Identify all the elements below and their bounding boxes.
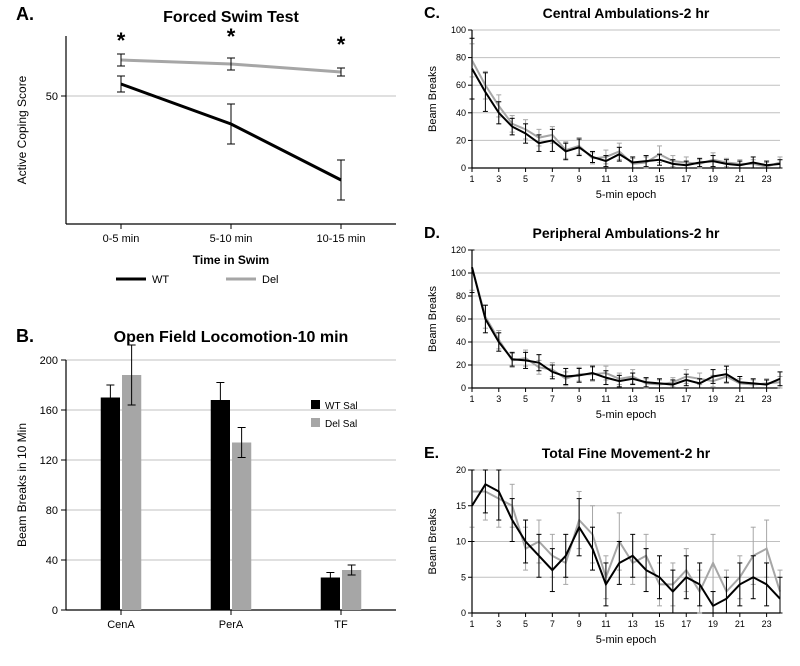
svg-text:13: 13 xyxy=(628,394,638,404)
panel-c-chart: C.Central Ambulations-2 hr02040608010013… xyxy=(420,0,792,210)
svg-text:7: 7 xyxy=(550,619,555,629)
svg-text:Open Field Locomotion-10 min: Open Field Locomotion-10 min xyxy=(114,329,349,346)
svg-text:9: 9 xyxy=(577,394,582,404)
svg-text:Time in Swim: Time in Swim xyxy=(193,253,269,267)
svg-text:PerA: PerA xyxy=(219,619,244,631)
svg-text:E.: E. xyxy=(424,445,439,462)
svg-text:160: 160 xyxy=(40,405,58,417)
svg-text:40: 40 xyxy=(456,108,466,118)
svg-text:13: 13 xyxy=(628,174,638,184)
svg-text:19: 19 xyxy=(708,619,718,629)
svg-text:9: 9 xyxy=(577,619,582,629)
svg-text:1: 1 xyxy=(469,174,474,184)
svg-text:5: 5 xyxy=(523,619,528,629)
svg-text:11: 11 xyxy=(601,394,610,404)
svg-text:23: 23 xyxy=(762,394,772,404)
svg-text:5-min epoch: 5-min epoch xyxy=(596,634,657,646)
svg-text:Beam Breaks: Beam Breaks xyxy=(427,285,439,352)
svg-text:80: 80 xyxy=(46,505,58,517)
svg-text:5-min epoch: 5-min epoch xyxy=(596,189,657,201)
svg-text:11: 11 xyxy=(601,174,610,184)
svg-text:0: 0 xyxy=(461,383,466,393)
svg-text:0-5 min: 0-5 min xyxy=(103,233,140,245)
svg-text:100: 100 xyxy=(451,25,466,35)
svg-text:13: 13 xyxy=(628,619,638,629)
svg-text:Del Sal: Del Sal xyxy=(325,419,357,430)
svg-text:19: 19 xyxy=(708,394,718,404)
svg-text:A.: A. xyxy=(16,4,34,24)
svg-text:120: 120 xyxy=(40,455,58,467)
svg-text:Beam Breaks in 10 Min: Beam Breaks in 10 Min xyxy=(15,423,29,547)
svg-text:11: 11 xyxy=(601,619,610,629)
svg-text:50: 50 xyxy=(46,91,58,103)
svg-text:21: 21 xyxy=(735,174,745,184)
svg-text:3: 3 xyxy=(496,394,501,404)
svg-text:15: 15 xyxy=(654,174,664,184)
svg-text:17: 17 xyxy=(681,394,691,404)
svg-text:WT Sal: WT Sal xyxy=(325,401,358,412)
svg-text:80: 80 xyxy=(456,53,466,63)
svg-text:15: 15 xyxy=(456,501,466,511)
svg-text:*: * xyxy=(117,28,126,53)
svg-text:Del: Del xyxy=(262,274,279,286)
svg-text:9: 9 xyxy=(577,174,582,184)
svg-text:23: 23 xyxy=(762,619,772,629)
svg-text:WT: WT xyxy=(152,274,169,286)
svg-text:3: 3 xyxy=(496,174,501,184)
svg-text:5: 5 xyxy=(461,572,466,582)
svg-text:1: 1 xyxy=(469,394,474,404)
svg-text:1: 1 xyxy=(469,619,474,629)
svg-text:5: 5 xyxy=(523,174,528,184)
svg-text:80: 80 xyxy=(456,291,466,301)
svg-text:20: 20 xyxy=(456,465,466,475)
svg-text:Active Coping Score: Active Coping Score xyxy=(15,75,29,184)
svg-text:17: 17 xyxy=(681,174,691,184)
panel-e-chart: E.Total Fine Movement-2 hr05101520135791… xyxy=(420,440,792,655)
svg-text:60: 60 xyxy=(456,314,466,324)
svg-text:10-15 min: 10-15 min xyxy=(317,233,366,245)
svg-text:Total Fine Movement-2 hr: Total Fine Movement-2 hr xyxy=(542,445,711,461)
svg-text:100: 100 xyxy=(451,268,466,278)
svg-text:5-min epoch: 5-min epoch xyxy=(596,409,657,421)
svg-text:TF: TF xyxy=(334,619,348,631)
panel-a-chart: A.Forced Swim Test500-5 min5-10 min10-15… xyxy=(6,0,411,310)
svg-text:0: 0 xyxy=(461,608,466,618)
svg-text:5: 5 xyxy=(523,394,528,404)
svg-text:20: 20 xyxy=(456,135,466,145)
panel-b-chart: B. Open Field Locomotion-10 min 0 40 80 120 16… xyxy=(6,320,411,650)
svg-text:CenA: CenA xyxy=(107,619,135,631)
svg-text:5-10 min: 5-10 min xyxy=(210,233,253,245)
svg-text:10: 10 xyxy=(456,537,466,547)
svg-text:120: 120 xyxy=(451,245,466,255)
svg-text:21: 21 xyxy=(735,619,745,629)
svg-text:40: 40 xyxy=(46,555,58,567)
svg-text:*: * xyxy=(227,24,236,49)
svg-text:0: 0 xyxy=(52,605,58,617)
svg-text:Beam Breaks: Beam Breaks xyxy=(427,65,439,132)
svg-text:Beam Breaks: Beam Breaks xyxy=(427,508,439,575)
svg-text:C.: C. xyxy=(424,5,440,22)
svg-text:19: 19 xyxy=(708,174,718,184)
svg-text:200: 200 xyxy=(40,355,58,367)
svg-text:7: 7 xyxy=(550,394,555,404)
panel-d-chart: D. Peripheral Ambulations-2 hr 0 20 40 60 80 10… xyxy=(420,220,792,430)
svg-text:3: 3 xyxy=(496,619,501,629)
svg-text:Peripheral Ambulations-2 hr: Peripheral Ambulations-2 hr xyxy=(533,225,721,241)
svg-text:20: 20 xyxy=(456,360,466,370)
svg-text:17: 17 xyxy=(681,619,691,629)
svg-text:Central Ambulations-2 hr: Central Ambulations-2 hr xyxy=(543,5,710,21)
svg-text:*: * xyxy=(337,32,346,57)
svg-text:60: 60 xyxy=(456,80,466,90)
svg-text:40: 40 xyxy=(456,337,466,347)
svg-text:0: 0 xyxy=(461,163,466,173)
svg-text:B.: B. xyxy=(16,326,34,346)
svg-text:D.: D. xyxy=(424,225,440,242)
svg-text:7: 7 xyxy=(550,174,555,184)
svg-text:15: 15 xyxy=(654,619,664,629)
svg-text:21: 21 xyxy=(735,394,745,404)
svg-text:23: 23 xyxy=(762,174,772,184)
svg-text:15: 15 xyxy=(654,394,664,404)
